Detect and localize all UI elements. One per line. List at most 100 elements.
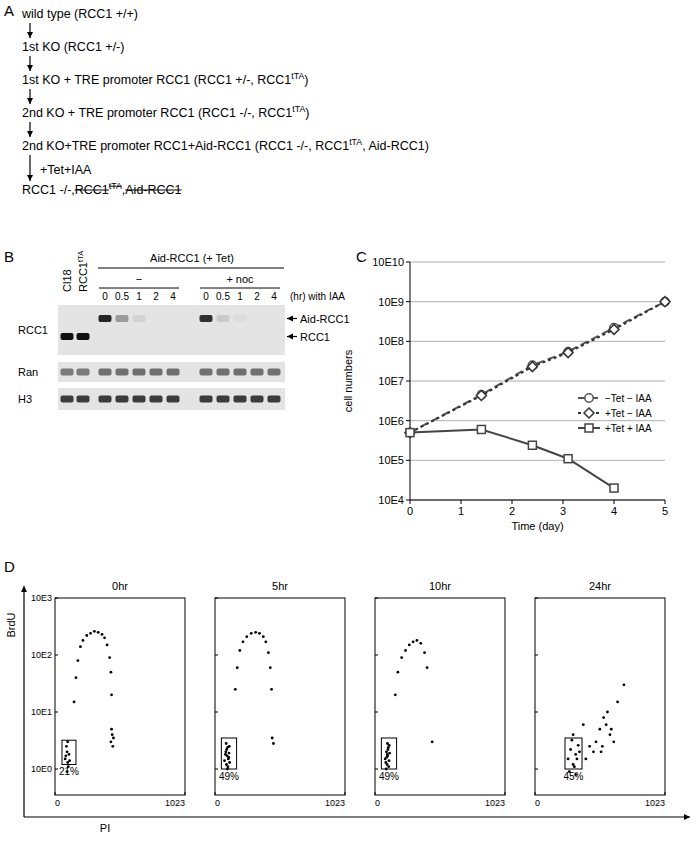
cell-dot xyxy=(110,740,113,743)
gate xyxy=(565,738,582,769)
band xyxy=(268,333,281,340)
band xyxy=(150,369,163,376)
cell-dot xyxy=(89,632,92,635)
band xyxy=(217,369,230,376)
text-segment: 1st KO + TRE promoter RCC1 (RCC1 +/-, RC… xyxy=(22,73,291,87)
text-segment: , Aid-RCC1) xyxy=(362,139,429,153)
tick xyxy=(406,301,410,302)
band xyxy=(61,396,74,403)
time-label: 0.5 xyxy=(115,291,129,302)
band xyxy=(150,333,163,340)
cell-dot xyxy=(234,688,237,691)
cell-dot xyxy=(225,742,228,745)
band xyxy=(77,333,90,340)
tick xyxy=(665,792,666,795)
cell-dot xyxy=(404,649,407,652)
cell-dot xyxy=(385,750,388,753)
tick xyxy=(535,655,538,656)
subgroup-line xyxy=(99,288,179,289)
cell-dot xyxy=(572,733,575,736)
subgroup-label: + noc xyxy=(226,273,254,285)
time-label: 1 xyxy=(136,291,142,302)
time-label: 4 xyxy=(170,291,176,302)
band xyxy=(251,369,264,376)
subgroup-label: − xyxy=(136,273,142,285)
tick-label: 3 xyxy=(560,505,566,517)
cell-dot xyxy=(68,753,71,756)
cell-dot xyxy=(64,758,67,761)
plot-area xyxy=(381,639,433,770)
cell-dot xyxy=(388,744,391,747)
cell-dot xyxy=(82,639,85,642)
plot-frame xyxy=(55,598,185,795)
legend-marker xyxy=(584,408,594,418)
tick-label: 0 xyxy=(535,798,540,808)
cell-dot xyxy=(270,688,273,691)
cell-dot xyxy=(93,630,96,633)
axis-title: BrdU xyxy=(5,612,17,637)
tick xyxy=(406,460,410,461)
marker xyxy=(406,428,414,436)
band xyxy=(234,333,247,340)
flow-arrow-head xyxy=(27,32,33,38)
marker xyxy=(660,297,670,307)
cell-dot xyxy=(110,728,113,731)
cell-dot xyxy=(66,740,69,743)
tick-label: 4 xyxy=(611,505,617,517)
band xyxy=(167,333,180,340)
axis-title: Time (day) xyxy=(511,520,563,532)
legend-label: +Tet − IAA xyxy=(605,408,652,419)
plot-area xyxy=(565,683,625,776)
cell-dot xyxy=(223,759,226,762)
grid-line xyxy=(410,460,665,461)
band xyxy=(99,315,112,322)
text-segment: ) xyxy=(304,73,308,87)
cell-dot xyxy=(431,740,434,743)
cell-dot xyxy=(592,750,595,753)
cell-dot xyxy=(66,750,69,753)
time-label: 1 xyxy=(237,291,243,302)
text-segment: tTA xyxy=(349,137,362,147)
cell-dot xyxy=(605,723,608,726)
cell-dot xyxy=(269,666,272,669)
marker xyxy=(609,324,619,334)
cell-dot xyxy=(264,640,267,643)
band xyxy=(61,315,74,322)
text-segment: 2nd KO + TRE promoter RCC1 (RCC1 -/-, RC… xyxy=(22,106,292,120)
cell-dot xyxy=(584,758,587,761)
tick-label: 0 xyxy=(375,798,380,808)
time-label: 0 xyxy=(203,291,209,302)
plot-frame xyxy=(215,598,345,795)
legend-marker xyxy=(585,394,593,402)
gate xyxy=(221,738,236,769)
tick xyxy=(505,792,506,795)
cell-dot xyxy=(602,716,605,719)
band xyxy=(116,369,129,376)
cell-dot xyxy=(387,765,390,768)
tick-label: 10E5 xyxy=(378,454,404,466)
cell-dot xyxy=(64,754,67,757)
marker xyxy=(527,362,537,372)
cell-dot xyxy=(112,737,115,740)
text-segment: RCC1 xyxy=(75,183,109,197)
band xyxy=(234,396,247,403)
text-segment: Aid-RCC1 xyxy=(125,183,181,197)
band xyxy=(234,315,247,322)
tick xyxy=(55,792,56,795)
band-arrow-head xyxy=(287,334,293,340)
cell-dot xyxy=(79,645,82,648)
time-label: 4 xyxy=(271,291,277,302)
band xyxy=(200,315,213,322)
row-label: RCC1 xyxy=(18,324,48,336)
band-label: RCC1 xyxy=(300,331,330,343)
cell-dot xyxy=(228,745,231,748)
cell-dot xyxy=(610,728,613,731)
band xyxy=(217,333,230,340)
grid-line xyxy=(410,500,665,501)
cell-dot xyxy=(574,753,577,756)
row-label: Ran xyxy=(18,366,38,378)
cell-dot xyxy=(396,671,399,674)
blot-strip xyxy=(58,362,285,382)
cell-dot xyxy=(236,666,239,669)
series-line xyxy=(410,429,614,488)
